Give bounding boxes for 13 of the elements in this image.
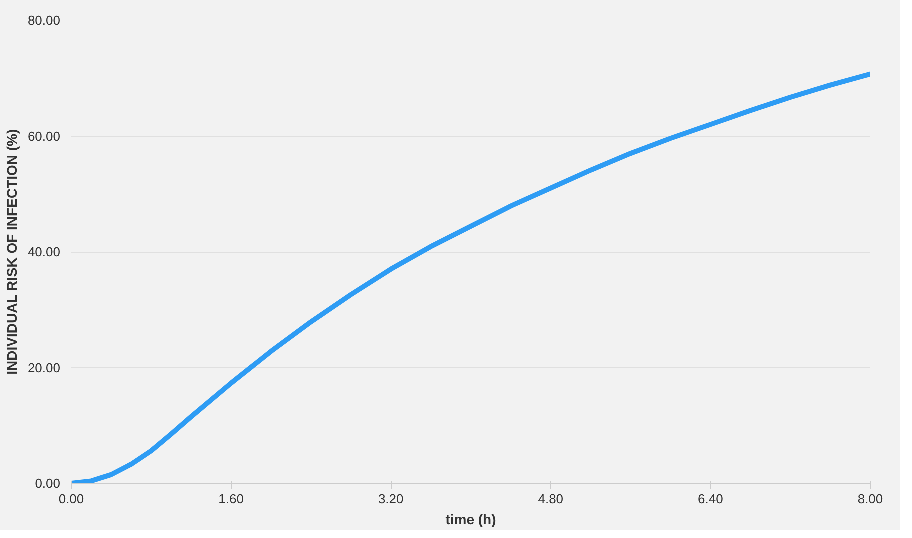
x-tick-label: 6.40 <box>698 492 724 506</box>
x-tick-label: 1.60 <box>218 492 244 506</box>
x-tick-label: 3.20 <box>378 492 404 506</box>
y-axis-title: INDIVIDUAL RISK OF INFECTION (%) <box>4 129 20 375</box>
y-tick-label: 60.00 <box>28 128 61 144</box>
y-tick-label: 0.00 <box>35 476 61 491</box>
x-tick-label: 8.00 <box>858 492 884 506</box>
x-axis-title: time (h) <box>446 512 496 528</box>
y-tick-label: 40.00 <box>28 244 61 260</box>
x-tick-label: 4.80 <box>538 492 564 506</box>
y-tick-label: 80.00 <box>28 13 61 28</box>
x-tick-label: 0.00 <box>58 492 84 506</box>
y-tick-label: 20.00 <box>28 360 61 376</box>
